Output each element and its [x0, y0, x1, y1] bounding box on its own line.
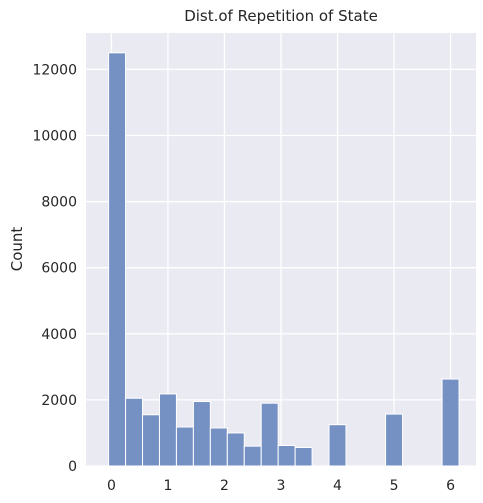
x-tick-label: 6: [446, 478, 455, 494]
histogram-bar: [277, 445, 296, 467]
y-tick-label: 2000: [41, 393, 77, 409]
histogram-bar: [158, 393, 177, 467]
x-tick-label: 2: [220, 478, 229, 494]
x-tick-label: 4: [333, 478, 342, 494]
histogram-bar: [260, 402, 279, 467]
histogram-bar: [175, 426, 194, 467]
y-tick-label: 0: [68, 459, 77, 475]
histogram-bar: [328, 424, 347, 467]
y-tick-label: 12000: [32, 62, 77, 78]
histogram-bar: [108, 52, 127, 467]
histogram-bar: [125, 397, 144, 467]
x-tick-label: 5: [390, 478, 399, 494]
histogram-bar: [226, 432, 245, 467]
bars: [108, 52, 460, 467]
y-axis-ticks: 0 2000 4000 6000 8000 10000 12000: [32, 62, 77, 475]
histogram-bar: [294, 446, 313, 467]
y-tick-label: 10000: [32, 128, 77, 144]
y-tick-label: 8000: [41, 195, 77, 211]
histogram-bar: [243, 445, 262, 467]
histogram-bar: [142, 414, 160, 467]
histogram-bar: [441, 378, 460, 467]
histogram-bar: [209, 427, 228, 467]
y-tick-label: 6000: [41, 261, 77, 277]
x-tick-label: 3: [277, 478, 286, 494]
histogram-bar: [192, 401, 211, 467]
histogram-bar: [385, 413, 404, 467]
chart-title: Dist.of Repetition of State: [184, 7, 378, 25]
x-axis-ticks: 0 1 2 3 4 5 6: [107, 478, 455, 494]
x-tick-label: 0: [107, 478, 116, 494]
y-axis-label: Count: [8, 227, 26, 272]
x-tick-label: 1: [163, 478, 172, 494]
y-tick-label: 4000: [41, 327, 77, 343]
